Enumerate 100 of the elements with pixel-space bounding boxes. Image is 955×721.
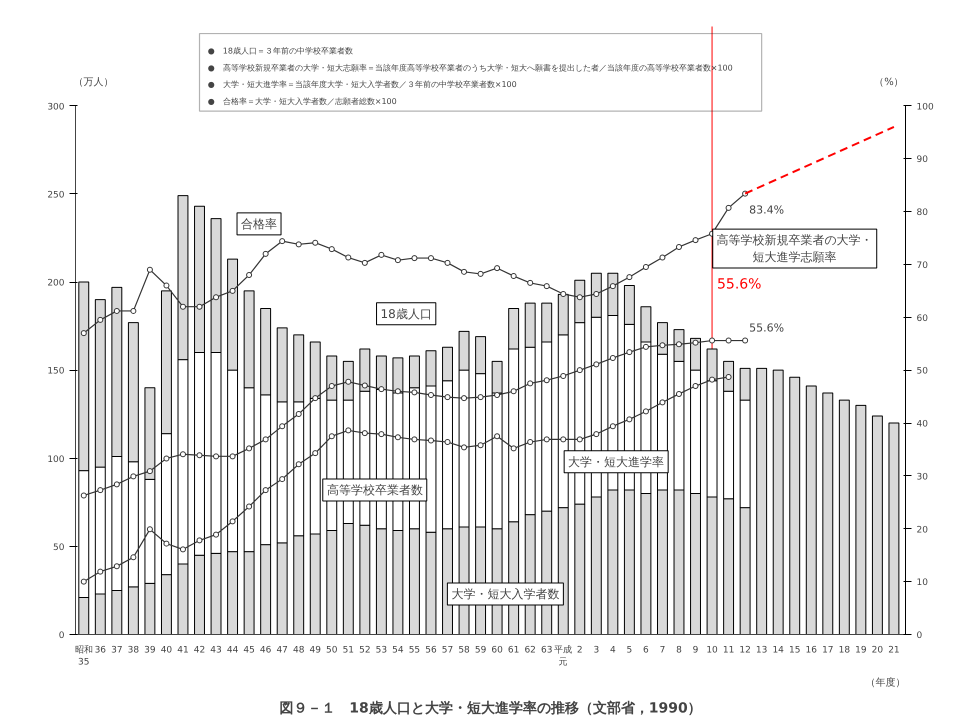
y2-tick-label: 40 bbox=[916, 420, 928, 430]
point bbox=[461, 395, 468, 402]
point bbox=[296, 411, 302, 418]
point bbox=[494, 265, 500, 272]
x-tick-label: 17 bbox=[822, 646, 834, 656]
point bbox=[345, 254, 352, 261]
point bbox=[362, 382, 368, 388]
point bbox=[642, 264, 649, 270]
annotation: 55.6% bbox=[749, 321, 784, 334]
x-tick-label: 43 bbox=[210, 646, 222, 656]
point bbox=[610, 283, 616, 290]
point bbox=[676, 244, 682, 250]
point bbox=[510, 273, 517, 280]
y2-axis-title: （%） bbox=[874, 77, 904, 88]
bar bbox=[872, 415, 883, 634]
x-tick-label: 53 bbox=[376, 646, 388, 656]
point bbox=[593, 291, 600, 298]
x-tick-label: 3 bbox=[593, 646, 600, 656]
point bbox=[642, 344, 649, 350]
point bbox=[709, 338, 716, 344]
x-tick-label: 37 bbox=[111, 646, 123, 656]
point bbox=[97, 487, 104, 494]
point bbox=[610, 423, 616, 430]
x-tick-label: 20 bbox=[872, 646, 884, 656]
bar bbox=[806, 386, 817, 634]
x-tick-label: 11 bbox=[722, 646, 734, 656]
point bbox=[114, 481, 120, 488]
x-tick-label: 63 bbox=[540, 646, 552, 656]
x-axis-title: （年度） bbox=[866, 676, 906, 688]
y2-tick-label: 70 bbox=[916, 260, 928, 271]
point bbox=[626, 416, 632, 422]
x-tick-label: 7 bbox=[660, 646, 666, 656]
bar bbox=[838, 400, 850, 634]
y2-tick-label: 0 bbox=[916, 631, 922, 641]
bar bbox=[855, 404, 866, 634]
point bbox=[560, 372, 566, 379]
point bbox=[444, 439, 451, 446]
point bbox=[692, 340, 699, 346]
point bbox=[146, 266, 153, 273]
point bbox=[576, 294, 583, 300]
point bbox=[180, 451, 186, 458]
annotation: 高等学校新規卒業者の大学・短大進学志願率 bbox=[716, 233, 873, 264]
point bbox=[130, 554, 136, 560]
x-tick-label: 41 bbox=[177, 646, 189, 656]
x-tick-label: 13 bbox=[756, 646, 768, 656]
x-tick-label: 昭和35 bbox=[74, 644, 93, 668]
x-tick-label: 平成元 bbox=[554, 644, 572, 668]
x-tick-label: 15 bbox=[788, 646, 800, 656]
annotation: 高等学校卒業者数 bbox=[326, 482, 423, 497]
point bbox=[312, 450, 318, 456]
x-tick-label: 51 bbox=[342, 646, 354, 656]
point bbox=[296, 461, 302, 468]
point bbox=[378, 252, 384, 258]
x-tick-label: 19 bbox=[855, 646, 867, 656]
y2-tick-label: 50 bbox=[916, 366, 928, 377]
point bbox=[328, 433, 335, 440]
point bbox=[262, 250, 269, 257]
x-tick-label: 60 bbox=[491, 646, 504, 656]
annotation: 大学・短大進学率 bbox=[568, 454, 664, 469]
point bbox=[411, 436, 418, 442]
point bbox=[394, 257, 401, 264]
x-tick-label: 45 bbox=[243, 646, 255, 656]
point bbox=[130, 473, 136, 480]
point bbox=[312, 395, 318, 402]
x-tick-label: 57 bbox=[442, 646, 454, 656]
annotation: 大学・短大入学者数 bbox=[451, 586, 560, 601]
text: ● 18歳人口＝３年前の中学校卒業者数 bbox=[208, 46, 353, 56]
point bbox=[411, 255, 418, 262]
x-tick-label: 54 bbox=[392, 646, 404, 656]
x-tick-label: 42 bbox=[194, 646, 206, 656]
point bbox=[659, 342, 666, 348]
point bbox=[180, 546, 186, 552]
y-tick-label: 150 bbox=[47, 366, 65, 377]
x-tick-label: 46 bbox=[260, 646, 272, 656]
point bbox=[709, 376, 716, 383]
x-tick-label: 36 bbox=[94, 646, 106, 656]
y2-tick-label: 80 bbox=[916, 208, 928, 218]
point bbox=[328, 383, 335, 390]
point bbox=[146, 526, 153, 532]
point bbox=[692, 237, 699, 244]
x-tick-label: 38 bbox=[128, 646, 140, 656]
point bbox=[246, 272, 252, 278]
annotation: ● 合格率＝大学・短大入学者数／志願者総数×100 bbox=[208, 96, 397, 106]
point bbox=[560, 436, 566, 442]
point bbox=[510, 388, 517, 394]
point bbox=[114, 308, 120, 314]
y2-tick-label: 30 bbox=[916, 472, 928, 482]
annotation: 18歳人口 bbox=[380, 306, 432, 321]
bar bbox=[822, 392, 834, 634]
point bbox=[296, 241, 302, 248]
point bbox=[163, 282, 170, 289]
x-tick-label: 14 bbox=[772, 646, 784, 656]
x-tick-label: 55 bbox=[408, 646, 420, 656]
x-tick-label: 39 bbox=[144, 646, 156, 656]
point bbox=[80, 492, 87, 498]
bar bbox=[888, 422, 900, 634]
x-tick-label: 49 bbox=[310, 646, 322, 656]
point bbox=[610, 354, 616, 361]
point bbox=[279, 476, 286, 482]
point bbox=[428, 392, 434, 398]
